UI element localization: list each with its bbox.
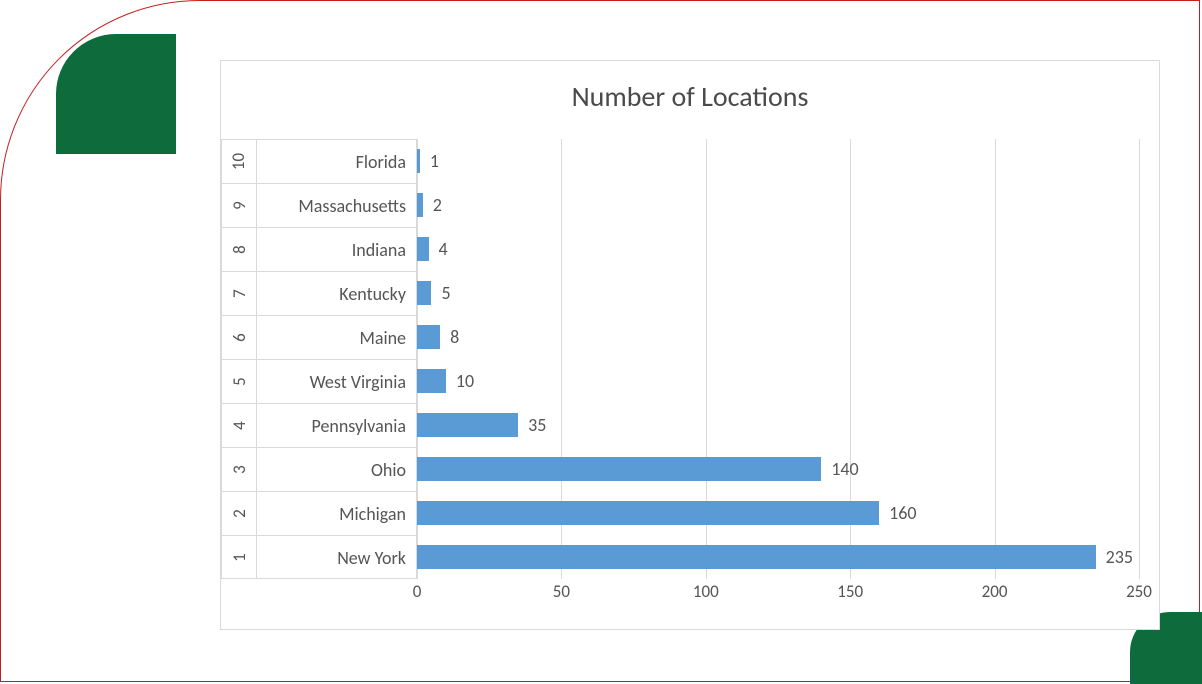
category-label: Michigan: [257, 491, 417, 535]
bar-value-label: 5: [441, 282, 450, 304]
locations-chart: Number of Locations 12345678910 New York…: [220, 60, 1160, 630]
bar: [417, 237, 429, 261]
x-tick-label: 100: [693, 581, 719, 602]
x-tick-label: 0: [413, 581, 422, 602]
chart-title: Number of Locations: [221, 79, 1159, 114]
rank-number: 9: [229, 201, 250, 210]
corner-decoration-top-left: [56, 34, 176, 154]
rank-number: 1: [229, 553, 250, 562]
category-label: Maine: [257, 315, 417, 359]
rank-number: 7: [229, 289, 250, 298]
bar: [417, 325, 440, 349]
bar-value-label: 1: [430, 150, 439, 172]
category-label: Massachusetts: [257, 183, 417, 227]
bar-row: 235: [417, 535, 1139, 579]
category-label: Kentucky: [257, 271, 417, 315]
rank-number: 10: [228, 153, 249, 170]
bar-value-label: 2: [433, 194, 442, 216]
category-label: New York: [257, 535, 417, 579]
bar-value-label: 235: [1106, 546, 1133, 568]
bar-row: 160: [417, 491, 1139, 535]
bar-row: 10: [417, 359, 1139, 403]
rank-cell: 5: [221, 359, 257, 403]
category-label: Indiana: [257, 227, 417, 271]
rank-number: 6: [229, 333, 250, 342]
bar: [417, 457, 821, 481]
bar: [417, 281, 431, 305]
bar-row: 140: [417, 447, 1139, 491]
x-axis: 050100150200250: [417, 581, 1139, 611]
rank-number: 3: [229, 465, 250, 474]
bar-row: 8: [417, 315, 1139, 359]
bar-value-label: 160: [889, 502, 916, 524]
bar-value-label: 140: [831, 458, 858, 480]
plot-area-wrapper: 1 2 3 4 5 6 7 8 9 10 New YorkMichiganOhioPennsylv…: [221, 139, 1139, 579]
rank-number: 4: [229, 421, 250, 430]
rank-cell: 9: [221, 183, 257, 227]
rank-cell: 10: [221, 139, 257, 183]
bar-row: 35: [417, 403, 1139, 447]
label-column: New YorkMichiganOhioPennsylvaniaWest Vir…: [257, 139, 417, 579]
bar: [417, 193, 423, 217]
bar-row: 2: [417, 183, 1139, 227]
bar-value-label: 35: [528, 414, 546, 436]
rank-cell: 1: [221, 535, 257, 579]
bar-value-label: 10: [456, 370, 474, 392]
bar-value-label: 4: [439, 238, 448, 260]
rank-number: 5: [229, 377, 250, 386]
rank-column: 1 2 3 4 5 6 7 8 9 10: [221, 139, 257, 579]
rank-cell: 2: [221, 491, 257, 535]
category-label: Pennsylvania: [257, 403, 417, 447]
bar-row: 4: [417, 227, 1139, 271]
x-tick-label: 250: [1126, 581, 1152, 602]
rank-cell: 4: [221, 403, 257, 447]
bar: [417, 149, 420, 173]
rank-cell: 7: [221, 271, 257, 315]
bar-row: 5: [417, 271, 1139, 315]
bar: [417, 413, 518, 437]
plot-area: 235 160 140 35 10 85 4 2 1: [417, 139, 1139, 579]
category-label: Ohio: [257, 447, 417, 491]
x-tick-label: 200: [982, 581, 1008, 602]
x-tick-label: 150: [837, 581, 863, 602]
rank-number: 8: [229, 245, 250, 254]
bar-value-label: 8: [450, 326, 459, 348]
x-tick-label: 50: [553, 581, 570, 602]
rank-cell: 3: [221, 447, 257, 491]
bar: [417, 501, 879, 525]
category-label: Florida: [257, 139, 417, 183]
bar: [417, 369, 446, 393]
category-label: West Virginia: [257, 359, 417, 403]
rank-cell: 8: [221, 227, 257, 271]
bar: [417, 545, 1096, 569]
gridline: [1139, 139, 1140, 579]
rank-cell: 6: [221, 315, 257, 359]
rank-number: 2: [229, 509, 250, 518]
bar-row: 1: [417, 139, 1139, 183]
